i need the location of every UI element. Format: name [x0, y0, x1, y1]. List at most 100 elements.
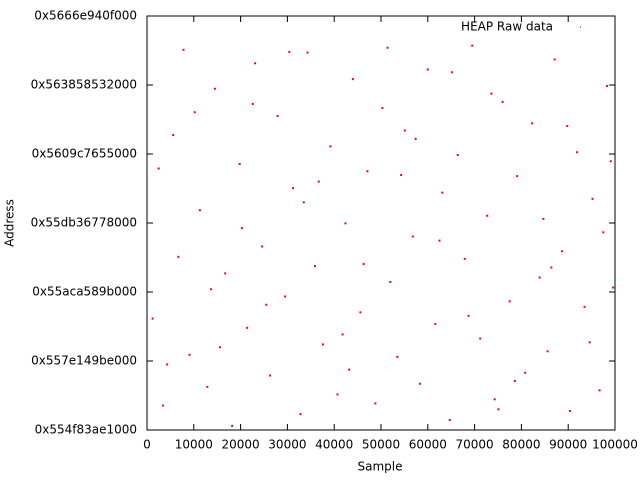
data-point	[292, 187, 295, 190]
y-tick-label: 0x554f83ae1000	[35, 423, 137, 437]
x-tick-label: 0	[143, 438, 151, 452]
data-point	[246, 326, 249, 329]
data-point	[231, 424, 234, 427]
data-point	[396, 355, 399, 358]
data-point	[219, 346, 222, 349]
data-point	[456, 154, 459, 157]
data-point	[451, 71, 454, 74]
data-point	[210, 288, 213, 291]
data-point	[359, 311, 362, 314]
data-point	[151, 317, 154, 320]
data-point	[299, 413, 302, 416]
data-point	[426, 68, 429, 71]
x-tick-label: 20000	[222, 438, 260, 452]
data-point	[224, 272, 227, 275]
data-point	[238, 163, 241, 166]
data-point	[490, 92, 493, 95]
data-point	[612, 286, 615, 289]
data-point	[269, 374, 272, 377]
data-point	[161, 404, 164, 407]
data-point	[276, 115, 279, 118]
data-point	[241, 227, 244, 230]
data-point	[351, 78, 354, 81]
data-point	[374, 402, 377, 405]
y-tick-label: 0x557e149be000	[31, 354, 137, 368]
data-point	[344, 222, 347, 225]
data-point	[591, 197, 594, 200]
data-point	[314, 265, 317, 268]
data-point	[188, 353, 191, 356]
data-point	[448, 418, 451, 421]
x-tick-label: 10000	[175, 438, 213, 452]
y-tick-label: 0x5609c7655000	[32, 147, 137, 161]
data-point	[254, 62, 257, 65]
data-point	[414, 137, 417, 140]
data-point	[411, 235, 414, 238]
data-point	[508, 300, 511, 303]
data-point	[434, 323, 437, 326]
y-tick-label: 0x55db36778000	[31, 216, 137, 230]
data-point	[172, 134, 175, 137]
x-tick-label: 30000	[268, 438, 306, 452]
data-point	[341, 333, 344, 336]
data-point	[284, 295, 287, 298]
data-point	[493, 398, 496, 401]
data-point	[576, 151, 579, 154]
data-point	[403, 129, 406, 132]
data-point	[251, 102, 254, 105]
y-tick-label: 0x563858532000	[31, 78, 137, 92]
data-point	[606, 85, 609, 88]
data-point	[265, 303, 268, 306]
data-point	[538, 276, 541, 279]
data-point	[524, 371, 527, 374]
data-point	[182, 48, 185, 51]
data-point	[418, 382, 421, 385]
data-point	[302, 201, 305, 204]
data-point	[602, 231, 605, 234]
plot-frame	[146, 15, 616, 431]
data-point	[166, 363, 169, 366]
data-point	[329, 145, 332, 148]
data-point	[609, 160, 612, 163]
data-point	[486, 214, 489, 217]
x-axis-label: Sample	[358, 460, 403, 474]
data-point	[583, 305, 586, 308]
x-tick-label: 40000	[315, 438, 353, 452]
x-tick-label: 60000	[409, 438, 447, 452]
data-point	[366, 170, 369, 173]
data-point	[362, 263, 365, 266]
data-point	[479, 337, 482, 340]
data-point	[386, 46, 389, 49]
data-point	[317, 180, 320, 183]
data-point	[550, 266, 553, 269]
data-point	[553, 58, 556, 61]
data-point	[438, 239, 441, 242]
data-point	[400, 174, 403, 177]
x-tick-label: 70000	[456, 438, 494, 452]
data-point	[336, 393, 339, 396]
data-point	[598, 389, 601, 392]
data-point	[588, 341, 591, 344]
data-point	[261, 245, 264, 248]
data-point	[177, 255, 180, 258]
legend-label: HEAP Raw data	[461, 20, 553, 34]
data-point	[206, 385, 209, 388]
data-point	[389, 280, 392, 283]
y-tick-label: 0x55aca589b000	[32, 285, 137, 299]
data-point	[381, 107, 384, 110]
data-point	[463, 257, 466, 260]
y-axis-label: Address	[3, 199, 17, 247]
x-tick-label: 80000	[502, 438, 540, 452]
legend-swatch	[580, 26, 581, 28]
data-point	[213, 87, 216, 90]
data-point	[501, 100, 504, 103]
data-point	[348, 368, 351, 371]
data-point	[546, 350, 549, 353]
data-point	[531, 122, 534, 125]
x-tick-label: 90000	[549, 438, 587, 452]
y-tick-label: 0x5666e940f000	[34, 9, 137, 23]
data-point	[542, 217, 545, 220]
data-point	[306, 51, 309, 54]
data-point	[467, 314, 470, 317]
